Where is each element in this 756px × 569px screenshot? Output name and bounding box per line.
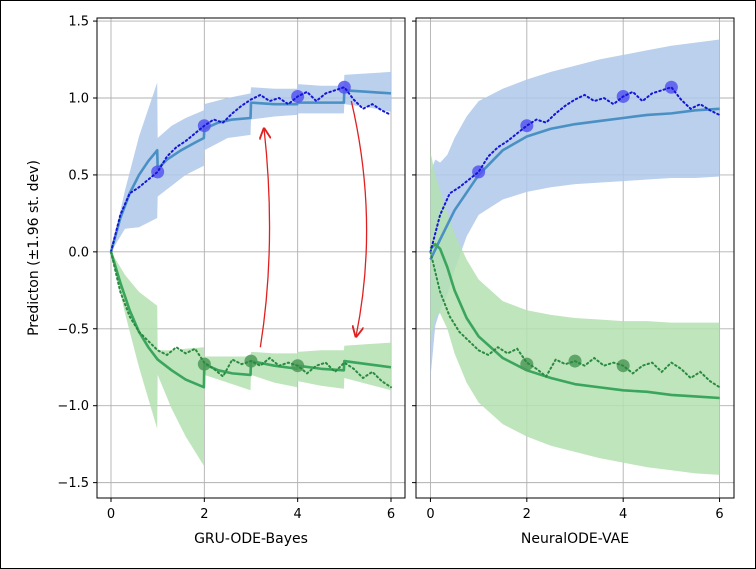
plot-area <box>429 39 721 475</box>
x-axis-label: NeuralODE-VAE <box>521 531 629 547</box>
blue-observation-point <box>520 119 534 133</box>
x-tick-label: 0 <box>107 507 115 522</box>
panel-neuralode-vae: 0 2 4 6 NeuralODE-VAE <box>412 17 735 547</box>
y-tick-label: −1.0 <box>57 399 89 414</box>
green-observation-point <box>197 357 211 371</box>
green-observation-point <box>520 357 534 371</box>
green-ground-truth-line <box>110 250 392 389</box>
x-tick-label: 0 <box>426 507 434 522</box>
y-tick-label: 1.5 <box>68 15 89 30</box>
x-tick-label: 2 <box>523 507 531 522</box>
y-axis-label: Predicton (±1.96 st. dev) <box>26 160 42 336</box>
green-ground-truth-line <box>429 250 721 389</box>
y-tick-label: 0.5 <box>68 168 89 183</box>
green-prediction-band <box>430 151 720 475</box>
y-tick-label: 1.0 <box>68 92 89 107</box>
blue-observation-point <box>472 165 486 179</box>
x-tick-label: 4 <box>294 507 302 522</box>
panel-gru-ode-bayes: 0 2 4 6 −1.5 −1.0 −0.5 0.0 0.5 1.0 1.5 GRU-ODE-Baye… <box>57 15 406 547</box>
x-tick-label: 6 <box>715 507 723 522</box>
blue-prediction-band <box>430 39 720 378</box>
annotation-arrow-down <box>350 100 368 336</box>
axes-frame <box>96 17 406 499</box>
annotation-arrow-up <box>260 129 269 348</box>
blue-ground-truth-line <box>110 86 392 253</box>
plot-area <box>109 71 392 466</box>
x-tick-label: 2 <box>200 507 208 522</box>
y-tick-label: −1.5 <box>57 476 89 491</box>
blue-prediction-mean-line <box>109 89 392 253</box>
x-tick-label: 6 <box>387 507 395 522</box>
axes-frame <box>415 17 735 499</box>
x-tick-label: 4 <box>619 507 627 522</box>
x-axis-label: GRU-ODE-Bayes <box>194 531 308 547</box>
y-tick-label: 0.0 <box>68 245 89 260</box>
y-tick-label: −0.5 <box>57 322 89 337</box>
blue-ground-truth-line <box>429 86 721 253</box>
blue-prediction-mean-line <box>429 107 720 261</box>
